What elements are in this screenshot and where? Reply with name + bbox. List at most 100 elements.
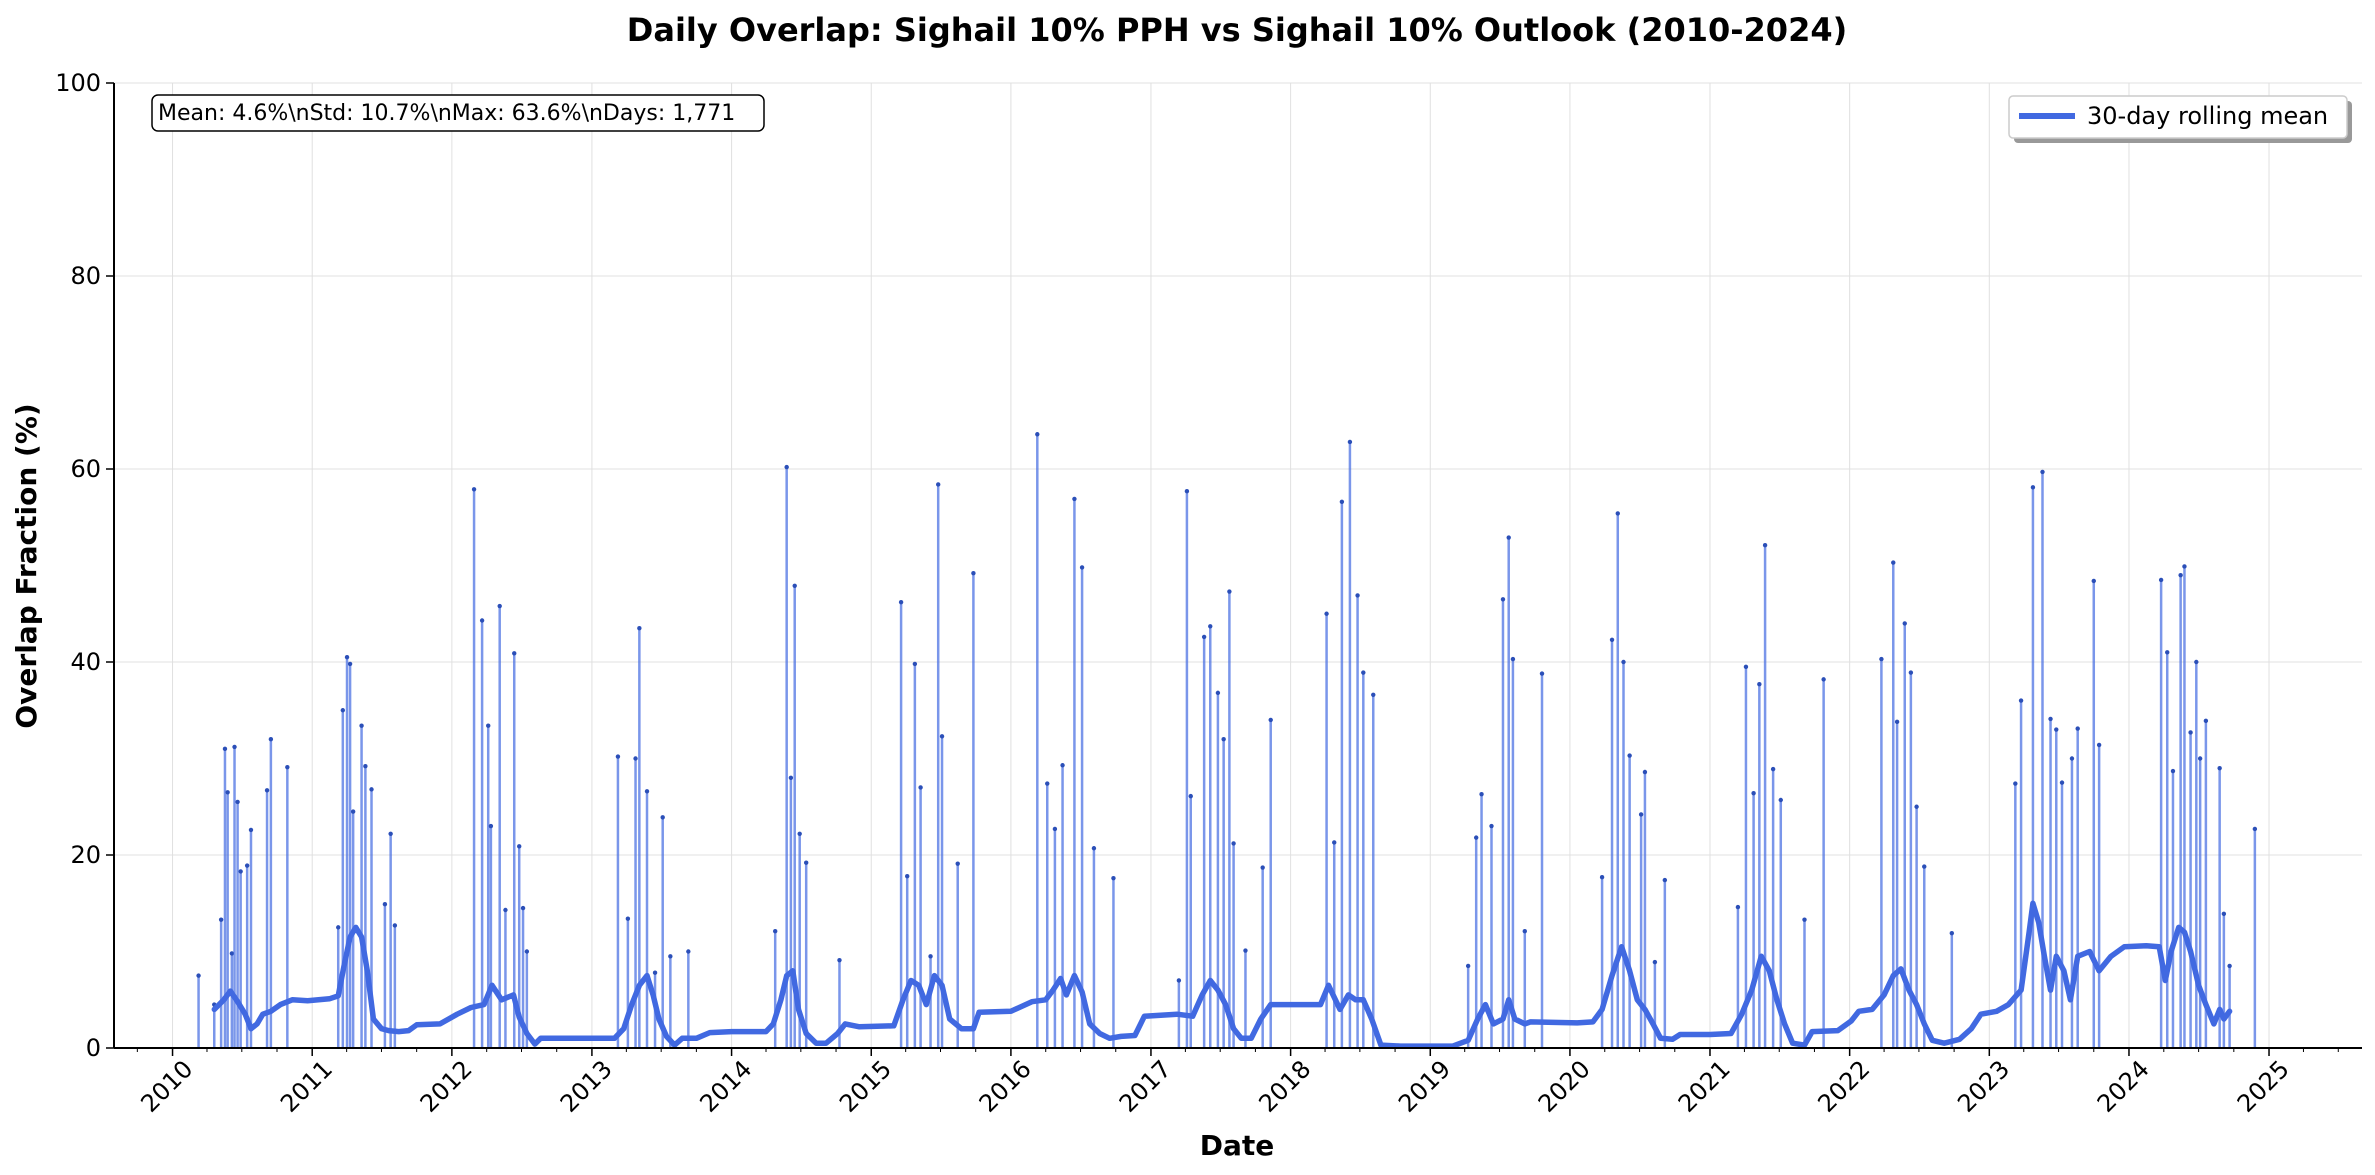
daily-point bbox=[479, 618, 485, 623]
daily-point bbox=[350, 809, 356, 814]
daily-point bbox=[652, 970, 658, 975]
x-axis-label: Date bbox=[1200, 1129, 1275, 1162]
daily-point bbox=[918, 785, 923, 790]
daily-point bbox=[1091, 846, 1097, 851]
daily-point bbox=[471, 487, 477, 492]
daily-point bbox=[488, 823, 494, 829]
daily-point bbox=[1627, 753, 1632, 758]
daily-point bbox=[1891, 560, 1896, 565]
y-axis-ticks: 0 20 40 60 80 100 bbox=[55, 69, 114, 1062]
daily-point bbox=[1215, 690, 1221, 696]
daily-point bbox=[1361, 670, 1366, 675]
daily-point bbox=[225, 790, 230, 795]
daily-point bbox=[1757, 681, 1762, 687]
daily-point bbox=[1751, 791, 1756, 796]
stats-text: Mean: 4.6%\nStd: 10.7%\nMax: 63.6%\nDays… bbox=[158, 101, 735, 126]
daily-point bbox=[1479, 792, 1484, 797]
daily-point bbox=[1735, 904, 1741, 910]
daily-point bbox=[340, 708, 346, 713]
daily-point bbox=[1355, 593, 1360, 598]
daily-point bbox=[524, 949, 530, 954]
daily-point bbox=[1908, 670, 1914, 675]
y-tick-label: 100 bbox=[55, 69, 101, 97]
daily-point bbox=[1243, 948, 1248, 953]
daily-point bbox=[1662, 877, 1668, 883]
daily-point bbox=[1894, 719, 1900, 725]
daily-point bbox=[1914, 804, 1919, 809]
daily-point bbox=[2013, 781, 2018, 786]
daily-point bbox=[1201, 634, 1207, 640]
daily-point bbox=[615, 754, 621, 759]
daily-point bbox=[1802, 917, 1807, 922]
y-tick-label: 80 bbox=[70, 262, 101, 290]
daily-point bbox=[668, 954, 673, 959]
daily-point bbox=[248, 827, 254, 833]
daily-point bbox=[517, 844, 522, 849]
daily-point bbox=[1111, 875, 1116, 881]
chart-title: Daily Overlap: Sighail 10% PPH vs Sighai… bbox=[627, 11, 1847, 49]
daily-point bbox=[2040, 469, 2045, 475]
daily-point bbox=[336, 925, 341, 930]
legend-label-rolling-mean: 30-day rolling mean bbox=[2087, 102, 2328, 130]
daily-point bbox=[363, 764, 368, 769]
daily-point bbox=[1778, 797, 1783, 803]
daily-point bbox=[955, 861, 960, 866]
daily-point bbox=[837, 957, 842, 963]
daily-point bbox=[1510, 656, 1516, 662]
daily-point bbox=[382, 902, 388, 907]
daily-point bbox=[912, 661, 918, 667]
daily-point bbox=[939, 734, 945, 739]
daily-point bbox=[1465, 963, 1471, 969]
daily-point bbox=[1221, 737, 1226, 742]
daily-point bbox=[2096, 742, 2102, 748]
legend: 30-day rolling mean bbox=[2008, 95, 2352, 143]
daily-point bbox=[1500, 597, 1506, 602]
daily-point bbox=[1770, 766, 1776, 772]
daily-point bbox=[644, 789, 650, 794]
daily-point bbox=[1743, 664, 1749, 670]
daily-point bbox=[1268, 717, 1273, 723]
daily-point bbox=[2018, 698, 2024, 703]
daily-point bbox=[1522, 929, 1527, 934]
daily-point bbox=[637, 626, 642, 631]
daily-point bbox=[1045, 781, 1050, 786]
stats-box: Mean: 4.6%\nStd: 10.7%\nMax: 63.6%\nDays… bbox=[151, 94, 765, 132]
daily-point bbox=[1079, 565, 1085, 570]
daily-point bbox=[2165, 650, 2170, 655]
daily-point bbox=[344, 654, 350, 660]
daily-point bbox=[1879, 656, 1884, 662]
daily-point bbox=[1227, 589, 1232, 594]
daily-point bbox=[512, 651, 517, 656]
daily-point bbox=[218, 917, 224, 922]
daily-point bbox=[1188, 793, 1193, 799]
daily-point bbox=[788, 775, 794, 780]
y-tick-label: 0 bbox=[86, 1034, 101, 1062]
rolling-mean-line bbox=[211, 900, 2233, 1049]
daily-point bbox=[285, 764, 290, 770]
daily-point bbox=[2252, 826, 2258, 832]
daily-point bbox=[686, 949, 691, 954]
daily-point bbox=[2221, 911, 2227, 917]
daily-point bbox=[486, 723, 491, 728]
daily-point bbox=[1902, 621, 1907, 626]
daily-point bbox=[1642, 769, 1648, 775]
daily-point bbox=[2203, 718, 2209, 724]
daily-point bbox=[2048, 716, 2053, 722]
daily-point bbox=[1052, 826, 1058, 832]
rolling-mean-series bbox=[211, 900, 2233, 1049]
daily-point bbox=[268, 737, 274, 742]
y-tick-label: 20 bbox=[70, 841, 101, 869]
daily-point bbox=[2194, 659, 2199, 665]
y-tick-label: 40 bbox=[70, 648, 101, 676]
daily-point bbox=[1638, 812, 1644, 817]
daily-point bbox=[1339, 499, 1345, 505]
daily-point bbox=[1035, 432, 1040, 437]
daily-point bbox=[392, 923, 398, 928]
daily-point bbox=[1506, 535, 1511, 540]
daily-point bbox=[625, 916, 631, 921]
daily-point bbox=[1652, 959, 1658, 965]
daily-point bbox=[520, 905, 526, 911]
daily-point bbox=[244, 863, 250, 868]
daily-point bbox=[936, 482, 941, 487]
daily-point bbox=[1615, 511, 1620, 516]
